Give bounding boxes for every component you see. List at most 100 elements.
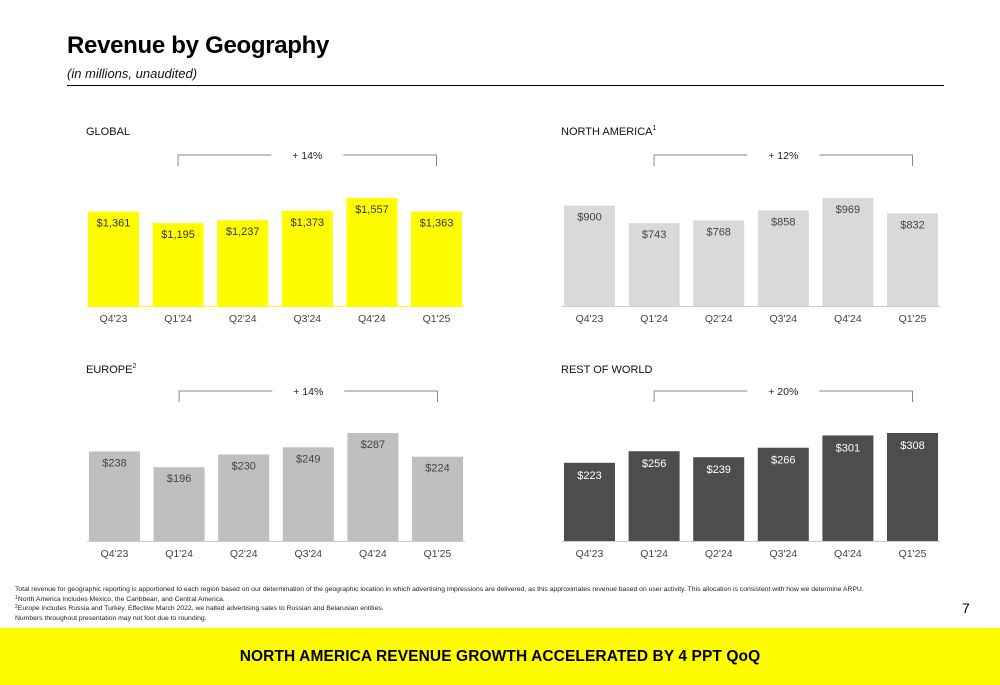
global-growth-bracket-left (177, 154, 272, 166)
footnote-1: 1North America includes Mexico, the Cari… (15, 595, 915, 605)
europe-growth-label: + 14% (293, 386, 323, 398)
footnote-2: 2Europe includes Russia and Turkey. Effe… (15, 604, 915, 614)
rest-of-world-value-label-4: $301 (836, 442, 860, 454)
footnote-2-text: Europe includes Russia and Turkey. Effec… (17, 605, 384, 613)
north-america-bar-5 (887, 213, 938, 306)
footnote-2-marker: 2 (15, 604, 18, 611)
north-america-growth-bracket-right (819, 154, 913, 166)
global-growth-bracket-right (343, 154, 437, 166)
north-america-tick-label-5: Q1'25 (899, 313, 927, 325)
rest-of-world-tick-label-0: Q4'23 (576, 548, 604, 560)
europe-bar-5 (412, 456, 463, 541)
rest-of-world-growth-bracket-left (653, 390, 748, 402)
north-america-tick-label-4: Q4'24 (834, 313, 862, 325)
europe-tick-label-2: Q2'24 (230, 548, 258, 560)
rest-of-world-bar-4 (822, 435, 874, 541)
north-america-value-label-3: $858 (771, 216, 795, 228)
rest-of-world-value-label-2: $239 (706, 464, 730, 476)
europe-tick-label-0: Q4'23 (101, 548, 129, 560)
europe-growth-bracket-right (344, 390, 438, 402)
footnote-general: Total revenue for geographic reporting i… (15, 586, 864, 593)
europe-bar-1 (153, 467, 205, 541)
north-america-bar-0 (564, 205, 615, 306)
north-america-value-label-5: $832 (900, 219, 924, 231)
rest-of-world-chart-title: REST OF WORLD (561, 364, 653, 376)
europe-value-label-1: $196 (167, 473, 191, 485)
north-america-tick-label-1: Q1'24 (640, 313, 668, 325)
europe-value-label-4: $287 (361, 439, 385, 451)
global-tick-label-5: Q1'25 (423, 313, 451, 325)
page-number: 7 (962, 600, 970, 616)
global-bar-5 (411, 211, 462, 306)
rest-of-world-growth-bracket-right (819, 390, 913, 402)
europe-bar-3 (282, 447, 334, 541)
north-america-value-label-4: $969 (836, 204, 860, 216)
footnote-1-marker: 1 (15, 594, 18, 601)
global-tick-label-4: Q4'24 (358, 313, 386, 325)
europe-tick-label-1: Q1'24 (165, 548, 193, 560)
north-america-growth-bracket-left (653, 154, 748, 166)
global-bar-1 (152, 223, 204, 306)
global-value-label-4: $1,557 (355, 204, 389, 216)
north-america-value-label-2: $768 (706, 226, 730, 238)
banner-text: NORTH AMERICA REVENUE GROWTH ACCELERATED… (239, 647, 761, 665)
rest-of-world-tick-label-1: Q1'24 (640, 548, 668, 560)
footnote-rounding: Numbers throughout presentation may not … (15, 614, 207, 622)
page-title: Revenue by Geography (67, 32, 330, 59)
north-america-growth-label: + 12% (768, 150, 798, 162)
rest-of-world-value-label-1: $256 (642, 458, 666, 470)
global-value-label-3: $1,373 (290, 217, 324, 229)
europe-tick-label-5: Q1'25 (424, 548, 452, 560)
rest-of-world-bar-1 (628, 451, 680, 541)
europe-value-label-3: $249 (296, 453, 320, 465)
north-america-tick-label-0: Q4'23 (576, 313, 604, 325)
north-america-tick-label-3: Q3'24 (769, 313, 797, 325)
north-america-value-label-1: $743 (642, 229, 666, 241)
europe-value-label-5: $224 (425, 463, 449, 475)
global-growth-label: + 14% (292, 150, 322, 162)
global-tick-label-2: Q2'24 (229, 313, 257, 325)
global-bar-3 (281, 210, 333, 306)
rest-of-world-bar-3 (757, 447, 809, 541)
europe-tick-label-4: Q4'24 (359, 548, 387, 560)
rest-of-world-bar-5 (887, 433, 938, 541)
europe-bar-0 (89, 451, 140, 541)
global-bar-2 (217, 220, 269, 306)
global-tick-label-0: Q4'23 (100, 313, 128, 325)
north-america-chart-title: NORTH AMERICA1 (561, 125, 656, 138)
rest-of-world-tick-label-2: Q2'24 (705, 548, 733, 560)
footnote-1-text: North America includes Mexico, the Carib… (17, 595, 225, 603)
rest-of-world-tick-label-5: Q1'25 (899, 548, 927, 560)
global-tick-label-1: Q1'24 (164, 313, 192, 325)
north-america-tick-label-2: Q2'24 (705, 313, 733, 325)
europe-bar-4 (347, 433, 399, 541)
rest-of-world-value-label-0: $223 (577, 470, 601, 482)
rest-of-world-tick-label-4: Q4'24 (834, 548, 862, 560)
rest-of-world-bar-0 (564, 462, 615, 541)
north-america-bar-4 (822, 198, 874, 306)
north-america-bar-1 (628, 223, 680, 306)
page-subtitle: (in millions, unaudited) (67, 66, 198, 81)
global-value-label-0: $1,361 (97, 218, 131, 230)
charts-canvas: GLOBAL $1,361 Q4'23 $1,195 Q1'24 $1,237 Q2'24 $… (86, 125, 940, 560)
rest-of-world-growth-label: + 20% (768, 386, 798, 398)
rest-of-world-bar-2 (693, 457, 745, 541)
global-value-label-1: $1,195 (161, 229, 195, 241)
europe-bar-2 (218, 454, 270, 541)
europe-value-label-2: $230 (231, 460, 255, 472)
europe-chart-title: EUROPE2 (86, 363, 136, 376)
global-value-label-2: $1,237 (226, 226, 260, 238)
global-chart-title: GLOBAL (86, 126, 130, 138)
title-rule (67, 85, 944, 86)
europe-growth-bracket-left (178, 390, 273, 402)
rest-of-world-tick-label-3: Q3'24 (769, 548, 797, 560)
footnotes: Total revenue for geographic reporting i… (15, 585, 915, 623)
global-value-label-5: $1,363 (420, 217, 454, 229)
global-bar-4 (346, 198, 398, 306)
global-tick-label-3: Q3'24 (293, 313, 321, 325)
europe-tick-label-3: Q3'24 (294, 548, 322, 560)
north-america-bar-3 (757, 210, 809, 306)
rest-of-world-value-label-3: $266 (771, 455, 795, 467)
north-america-bar-2 (693, 220, 745, 306)
takeaway-banner: NORTH AMERICA REVENUE GROWTH ACCELERATED… (0, 628, 1000, 685)
